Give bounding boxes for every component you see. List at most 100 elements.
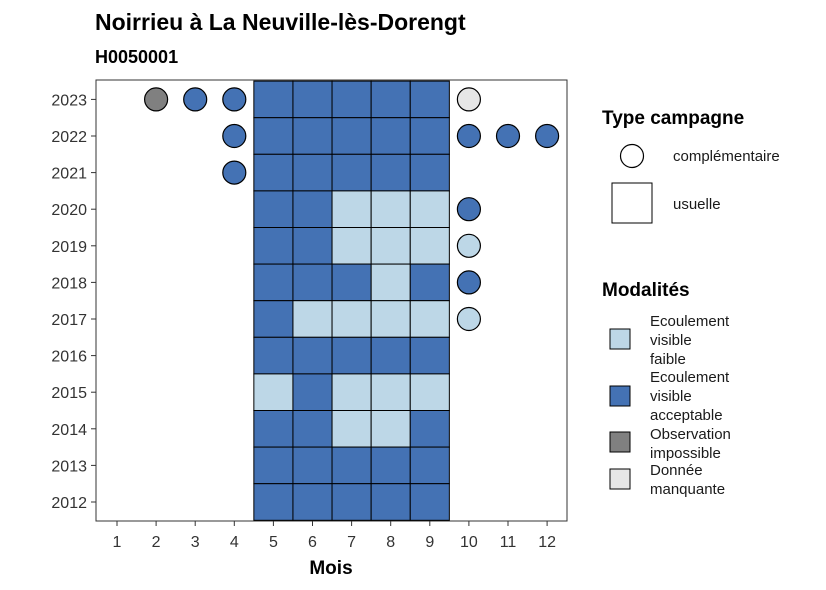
obs-2021-9 [409, 153, 450, 192]
obs-2021-4 [222, 160, 247, 185]
obs-2017-7 [331, 300, 372, 338]
x-tick-label: 1 [113, 534, 122, 551]
legend-label-complementaire: complémentaire [673, 148, 780, 165]
obs-2012-8 [370, 483, 411, 521]
legend-label-faible: faible [650, 351, 686, 368]
obs-2016-9 [409, 336, 450, 375]
y-tick-label: 2023 [51, 92, 87, 109]
obs-2021-7 [331, 153, 372, 192]
obs-2018-8 [370, 263, 411, 302]
obs-2021-5 [253, 153, 294, 192]
obs-2020-8 [370, 190, 411, 228]
chart-title: Noirrieu à La Neuville-lès-Dorengt [95, 9, 466, 35]
obs-2022-8 [370, 117, 411, 155]
obs-2019-5 [253, 227, 294, 265]
obs-2016-5 [253, 336, 294, 375]
obs-2015-8 [370, 373, 411, 411]
y-tick-label: 2019 [51, 239, 87, 256]
legend-key-acceptable [609, 385, 631, 407]
legend-label-acceptable: Ecoulement [650, 369, 730, 386]
x-tick-label: 11 [500, 534, 517, 551]
legend-modalites: ModalitésEcoulementvisiblefaibleEcouleme… [602, 280, 731, 498]
obs-2014-9 [409, 410, 450, 448]
obs-2022-12 [534, 123, 560, 149]
obs-2021-6 [292, 153, 333, 192]
y-tick-label: 2013 [51, 458, 87, 475]
legend-label-acceptable: acceptable [650, 407, 723, 424]
x-tick-label: 6 [308, 534, 317, 551]
obs-2018-9 [409, 263, 450, 302]
obs-2022-11 [495, 123, 521, 149]
legend-key-usuelle [611, 182, 653, 224]
obs-2020-6 [292, 190, 333, 228]
y-tick-label: 2016 [51, 349, 87, 366]
obs-2017-10 [456, 306, 481, 332]
obs-2013-9 [409, 446, 450, 485]
obs-2022-5 [253, 117, 294, 155]
obs-2018-6 [292, 263, 333, 302]
y-tick-label: 2017 [51, 312, 87, 329]
legend-key-faible [609, 328, 631, 350]
x-tick-label: 8 [386, 534, 395, 551]
obs-2020-7 [331, 190, 372, 228]
obs-2013-5 [253, 446, 294, 485]
obs-2015-7 [331, 373, 372, 411]
legend-label-manquante: Donnée [650, 462, 703, 479]
obs-2020-9 [409, 190, 450, 228]
obs-2012-5 [253, 483, 294, 521]
legend-label-impossible: impossible [650, 445, 721, 462]
obs-2022-10 [456, 123, 481, 149]
x-tick-label: 9 [425, 534, 434, 551]
obs-2016-6 [292, 336, 333, 375]
obs-2023-9 [409, 80, 450, 119]
y-tick-label: 2014 [51, 422, 87, 439]
obs-2018-10 [456, 270, 481, 295]
obs-2014-5 [253, 410, 294, 448]
obs-2023-3 [183, 87, 208, 112]
obs-2017-8 [370, 300, 411, 338]
obs-2015-6 [292, 373, 333, 411]
y-tick-label: 2018 [51, 275, 87, 292]
obs-2018-7 [331, 263, 372, 302]
y-tick-label: 2015 [51, 385, 87, 402]
x-tick-label: 5 [269, 534, 278, 551]
obs-2019-7 [331, 227, 372, 265]
obs-2023-7 [331, 80, 372, 119]
obs-2023-2 [144, 87, 169, 112]
y-axis: 2012 2013 2014 2015 2016 2017 2018 2019 2020 2021… [51, 92, 96, 512]
x-tick-label: 3 [191, 534, 200, 551]
obs-2018-5 [253, 263, 294, 302]
x-tick-label: 2 [152, 534, 161, 551]
obs-2016-7 [331, 336, 372, 375]
legend-label-manquante: manquante [650, 481, 725, 498]
obs-2012-9 [409, 483, 450, 521]
legend-key-manquante [609, 468, 631, 490]
obs-2014-8 [370, 410, 411, 448]
obs-2023-4 [222, 87, 247, 112]
obs-2022-7 [331, 117, 372, 155]
legend-modalites-title: Modalités [602, 280, 690, 301]
legend-label-faible: visible [650, 332, 692, 349]
obs-2019-10 [456, 233, 481, 258]
obs-2022-9 [409, 117, 450, 155]
legend-label-impossible: Observation [650, 426, 731, 443]
chart-subtitle: H0050001 [95, 47, 178, 67]
obs-2012-7 [331, 483, 372, 521]
legend-label-usuelle: usuelle [673, 196, 721, 213]
legend-key-impossible [609, 431, 631, 453]
obs-2020-10 [456, 197, 481, 222]
obs-2021-8 [370, 153, 411, 192]
obs-2013-8 [370, 446, 411, 485]
legend-label-faible: Ecoulement [650, 313, 730, 330]
legend-type-campagne: Type campagne complémentaire usuelle [602, 108, 780, 224]
obs-2022-6 [292, 117, 333, 155]
obs-2015-9 [409, 373, 450, 411]
y-tick-label: 2022 [51, 129, 87, 146]
obs-2023-6 [292, 80, 333, 119]
x-tick-label: 12 [538, 534, 556, 551]
y-tick-label: 2021 [51, 166, 87, 183]
x-tick-label: 10 [460, 534, 478, 551]
x-axis: 1 2 3 4 5 6 7 8 9 10 11 12 [113, 521, 556, 551]
observation-marks [144, 80, 560, 521]
